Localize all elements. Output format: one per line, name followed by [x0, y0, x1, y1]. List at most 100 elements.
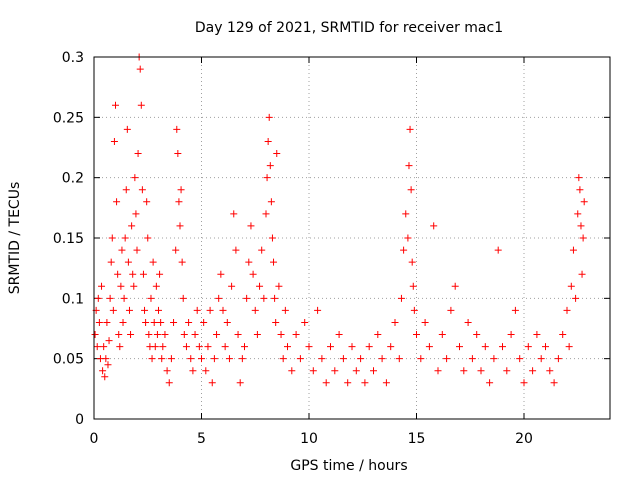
data-point [546, 367, 554, 375]
data-point [187, 355, 195, 363]
data-point [153, 331, 161, 339]
data-point [335, 331, 343, 339]
data-point [578, 270, 586, 278]
data-point [247, 222, 255, 230]
data-point [577, 222, 585, 230]
data-point [148, 355, 156, 363]
data-point [182, 343, 190, 351]
data-point [447, 306, 455, 314]
x-tick-label: 15 [408, 431, 426, 447]
data-point [292, 331, 300, 339]
data-point [494, 246, 502, 254]
data-point [410, 306, 418, 314]
data-point [511, 306, 519, 314]
data-point [95, 318, 103, 326]
data-point [165, 379, 173, 387]
grid-lines [94, 57, 610, 419]
data-point [296, 355, 304, 363]
data-point [322, 379, 330, 387]
data-point [273, 150, 281, 158]
data-point [305, 343, 313, 351]
data-point [421, 318, 429, 326]
data-point [451, 282, 459, 290]
data-point [537, 355, 545, 363]
y-tick-label: 0.25 [53, 110, 84, 126]
data-point [180, 331, 188, 339]
data-point [357, 355, 365, 363]
y-tick-label: 0.15 [53, 231, 84, 247]
data-point [473, 331, 481, 339]
y-tick-label: 0.3 [62, 50, 84, 66]
data-point [258, 246, 266, 254]
data-point [144, 234, 152, 242]
data-point [236, 379, 244, 387]
data-point [159, 343, 167, 351]
data-point [277, 331, 285, 339]
data-point [116, 343, 124, 351]
data-point [91, 331, 99, 339]
data-point [219, 306, 227, 314]
data-point [574, 210, 582, 218]
data-point [119, 318, 127, 326]
chart-title: Day 129 of 2021, SRMTID for receiver mac… [195, 20, 503, 36]
data-point [533, 331, 541, 339]
data-point [520, 379, 528, 387]
data-point [281, 306, 289, 314]
data-point [141, 306, 149, 314]
data-point [327, 343, 334, 351]
data-point [550, 379, 558, 387]
data-point [173, 125, 181, 133]
data-point [270, 258, 278, 266]
data-point [243, 294, 251, 302]
data-point [185, 318, 193, 326]
data-point [238, 355, 246, 363]
data-point [529, 367, 537, 375]
data-point [163, 367, 171, 375]
data-point [361, 379, 369, 387]
data-point [406, 125, 414, 133]
data-point [101, 373, 109, 381]
data-point [103, 318, 111, 326]
data-point [499, 343, 506, 351]
data-point [579, 234, 587, 242]
x-axis-label: GPS time / hours [290, 458, 407, 474]
data-point [94, 294, 102, 302]
data-point [365, 343, 373, 351]
data-point [151, 343, 159, 351]
data-point [130, 282, 138, 290]
data-point [115, 331, 123, 339]
data-point [108, 234, 116, 242]
data-point [177, 186, 185, 194]
x-tick-label: 10 [300, 431, 318, 447]
data-point [206, 306, 214, 314]
x-tick-label: 0 [90, 431, 99, 447]
data-point [117, 282, 125, 290]
data-point [230, 210, 238, 218]
data-point [464, 318, 472, 326]
data-point [559, 331, 567, 339]
data-point [170, 318, 178, 326]
data-point [106, 294, 114, 302]
data-point [213, 331, 221, 339]
data-point [127, 331, 135, 339]
data-point [284, 343, 291, 351]
data-point [98, 282, 106, 290]
data-point [456, 343, 463, 351]
data-point [176, 222, 184, 230]
data-point [138, 186, 146, 194]
data-point [202, 367, 210, 375]
data-point [112, 101, 119, 109]
data-point [241, 343, 248, 351]
data-point [405, 162, 413, 170]
data-point [114, 270, 122, 278]
data-point [438, 331, 446, 339]
data-point [156, 270, 164, 278]
data-point [264, 137, 272, 145]
data-point [152, 282, 160, 290]
data-point [507, 331, 515, 339]
data-point [565, 343, 573, 351]
data-point [100, 343, 108, 351]
data-point [425, 343, 433, 351]
data-point [443, 355, 451, 363]
